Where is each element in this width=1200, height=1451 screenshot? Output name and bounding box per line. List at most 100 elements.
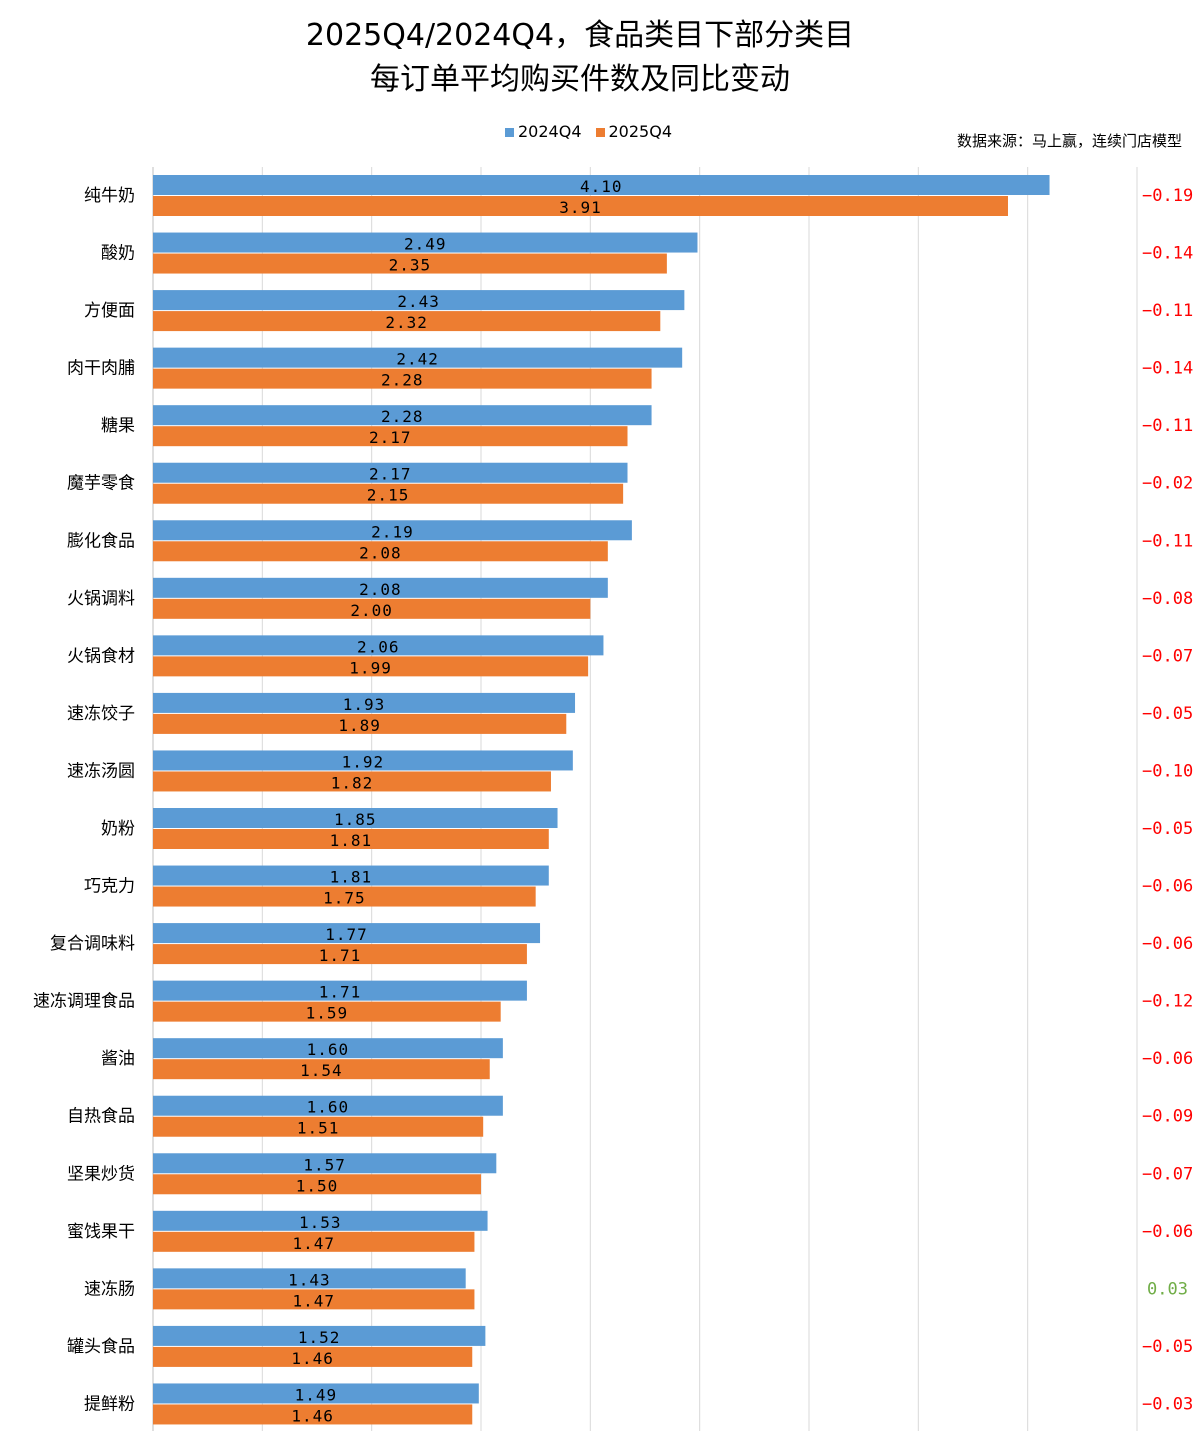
change-label: −0.02 <box>1142 474 1193 494</box>
bar-2024Q4 <box>153 462 628 483</box>
category-label: 纯牛奶 <box>84 186 135 206</box>
data-label: 1.60 <box>307 1098 350 1117</box>
category-label: 坚果炒货 <box>67 1164 135 1184</box>
data-label: 2.08 <box>359 543 402 562</box>
data-label: 1.85 <box>334 810 377 829</box>
category-label: 速冻调理食品 <box>33 992 135 1012</box>
bar-2025Q4 <box>153 656 589 677</box>
bar-2025Q4 <box>153 1059 490 1080</box>
bar-2025Q4 <box>153 483 624 504</box>
bar-2025Q4 <box>153 1174 481 1195</box>
bar-2025Q4 <box>153 771 551 792</box>
data-label: 1.75 <box>323 889 366 908</box>
data-label: 1.57 <box>303 1155 346 1174</box>
bar-2025Q4 <box>153 253 667 274</box>
bar-2025Q4 <box>153 713 567 734</box>
category-label: 火锅调料 <box>67 589 135 609</box>
data-label: 1.46 <box>291 1406 334 1425</box>
legend: 2024Q4 2025Q4 <box>505 122 672 141</box>
data-label: 1.50 <box>296 1176 339 1195</box>
bar-2024Q4 <box>153 347 683 368</box>
data-label: 1.71 <box>319 946 362 965</box>
change-label: −0.06 <box>1142 934 1193 954</box>
data-label: 4.10 <box>580 177 623 196</box>
data-label: 1.89 <box>338 716 381 735</box>
category-label: 速冻汤圆 <box>67 761 135 781</box>
change-label: −0.05 <box>1142 819 1193 839</box>
bar-2024Q4 <box>153 1038 503 1059</box>
bar-2024Q4 <box>153 1153 497 1174</box>
category-label: 速冻肠 <box>84 1279 135 1299</box>
data-label: 2.08 <box>359 580 402 599</box>
data-label: 1.49 <box>295 1385 338 1404</box>
data-label: 1.82 <box>331 773 374 792</box>
data-label: 1.77 <box>325 925 368 944</box>
change-label: 0.03 <box>1147 1279 1188 1299</box>
data-label: 1.47 <box>292 1291 335 1310</box>
data-label: 1.93 <box>343 695 386 714</box>
bar-2024Q4 <box>153 405 652 426</box>
bar-2025Q4 <box>153 311 661 332</box>
change-label: −0.12 <box>1142 992 1193 1012</box>
bar-2024Q4 <box>153 750 573 771</box>
change-label: −0.06 <box>1142 1049 1193 1069</box>
data-label: 2.06 <box>357 637 400 656</box>
bar-2024Q4 <box>153 175 1050 195</box>
data-label: 1.81 <box>330 868 373 887</box>
change-label: −0.10 <box>1142 761 1193 781</box>
bar-2025Q4 <box>153 1289 475 1310</box>
change-label: −0.07 <box>1142 1164 1193 1184</box>
category-label: 罐头食品 <box>67 1337 135 1357</box>
data-label: 1.81 <box>330 831 373 850</box>
change-label: −0.07 <box>1142 646 1193 666</box>
category-label: 提鲜粉 <box>84 1394 135 1414</box>
legend-item-2025q4: 2025Q4 <box>595 122 673 141</box>
data-label: 1.47 <box>292 1234 335 1253</box>
data-label: 2.28 <box>381 407 424 426</box>
change-label: −0.14 <box>1142 359 1193 379</box>
change-label: −0.05 <box>1142 704 1193 724</box>
data-label: 2.17 <box>369 465 412 484</box>
data-label: 3.91 <box>559 198 602 217</box>
data-label: 2.15 <box>367 486 410 505</box>
bar-2024Q4 <box>153 290 685 311</box>
data-label: 1.60 <box>307 1040 350 1059</box>
change-label: −0.06 <box>1142 877 1193 897</box>
category-label: 膨化食品 <box>67 531 135 551</box>
data-label: 2.19 <box>371 522 414 541</box>
data-label: 2.32 <box>385 313 428 332</box>
data-label: 2.43 <box>397 292 440 311</box>
chart-title-line2: 每订单平均购买件数及同比变动 <box>370 62 790 97</box>
data-label: 2.00 <box>350 601 393 620</box>
bar-2025Q4 <box>153 598 591 619</box>
data-label: 1.53 <box>299 1213 342 1232</box>
legend-label: 2025Q4 <box>608 122 673 141</box>
category-label: 速冻饺子 <box>67 704 135 724</box>
data-label: 1.51 <box>297 1119 340 1138</box>
bar-2024Q4 <box>153 1383 479 1404</box>
data-label: 2.49 <box>404 235 447 254</box>
legend-item-2024q4: 2024Q4 <box>505 122 582 141</box>
data-label: 2.17 <box>369 428 412 447</box>
bar-2024Q4 <box>153 692 576 713</box>
bar-2024Q4 <box>153 1268 466 1289</box>
bar-2025Q4 <box>153 886 536 907</box>
bar-2024Q4 <box>153 232 698 253</box>
bar-2024Q4 <box>153 1095 503 1116</box>
bar-2025Q4 <box>153 196 1008 216</box>
category-label: 奶粉 <box>101 819 135 839</box>
bar-2024Q4 <box>153 1325 486 1346</box>
chart-title-line1: 2025Q4/2024Q4，食品类目下部分类目 <box>305 18 855 53</box>
bar-2025Q4 <box>153 426 628 447</box>
data-label: 1.46 <box>291 1349 334 1368</box>
data-source: 数据来源：马上赢，连续门店模型 <box>956 132 1182 150</box>
bar-2024Q4 <box>153 520 632 541</box>
data-label: 1.59 <box>306 1004 349 1023</box>
category-label: 巧克力 <box>84 877 135 897</box>
bar-2024Q4 <box>153 808 558 828</box>
data-label: 1.99 <box>349 658 392 677</box>
bar-2025Q4 <box>153 1346 473 1367</box>
change-label: −0.14 <box>1142 244 1193 264</box>
data-label: 1.43 <box>288 1270 331 1289</box>
